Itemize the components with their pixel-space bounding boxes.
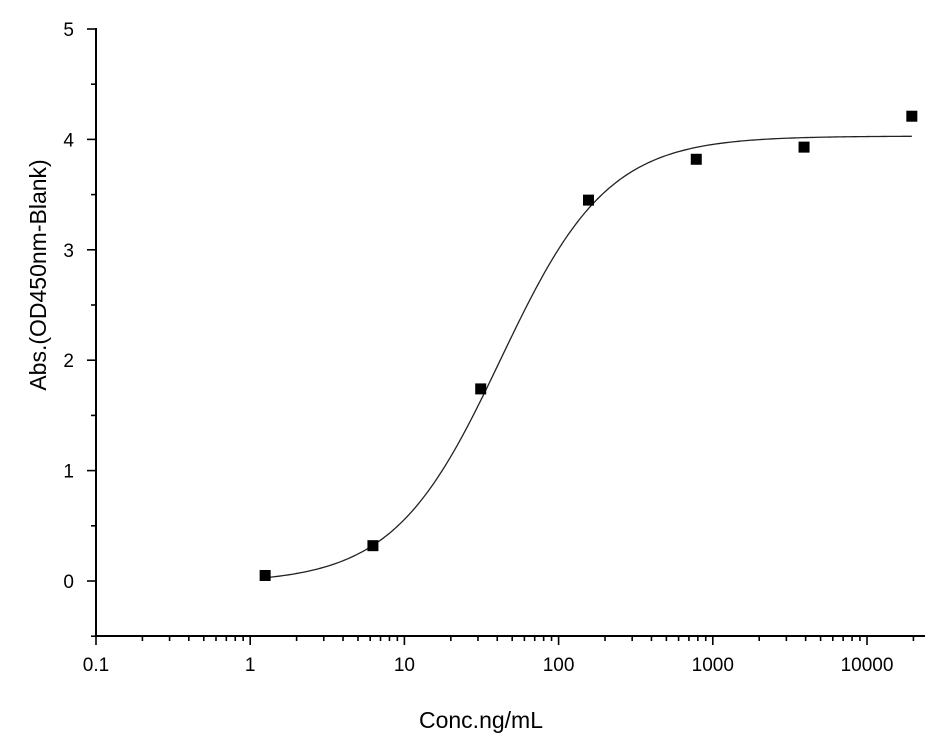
x-tick-label: 10000	[841, 655, 894, 676]
data-point	[259, 569, 271, 581]
data-points	[259, 110, 918, 581]
x-tick-label: 10	[394, 655, 415, 676]
x-tick-label: 1	[245, 655, 256, 676]
y-tick-label: 1	[63, 462, 74, 483]
data-point	[798, 141, 810, 153]
y-axis-title: Abs.(OD450nm-Blank)	[25, 159, 51, 390]
axes: 0.1 1 10 100 1000 10000 0 1 2 3 4 5	[63, 20, 925, 676]
data-point	[906, 110, 918, 122]
y-tick-label: 5	[63, 20, 74, 41]
x-tick-label: 0.1	[83, 655, 109, 676]
x-tick-label: 100	[543, 655, 575, 676]
data-point	[367, 540, 379, 552]
y-tick-label: 0	[63, 572, 74, 593]
x-axis-title: Conc.ng/mL	[419, 707, 543, 733]
y-tick-label: 3	[63, 241, 74, 262]
x-tick-label: 1000	[692, 655, 734, 676]
data-point	[475, 383, 487, 395]
data-point	[690, 153, 702, 165]
data-point	[582, 194, 594, 206]
y-tick-label: 2	[63, 351, 74, 372]
y-tick-label: 4	[63, 130, 74, 151]
